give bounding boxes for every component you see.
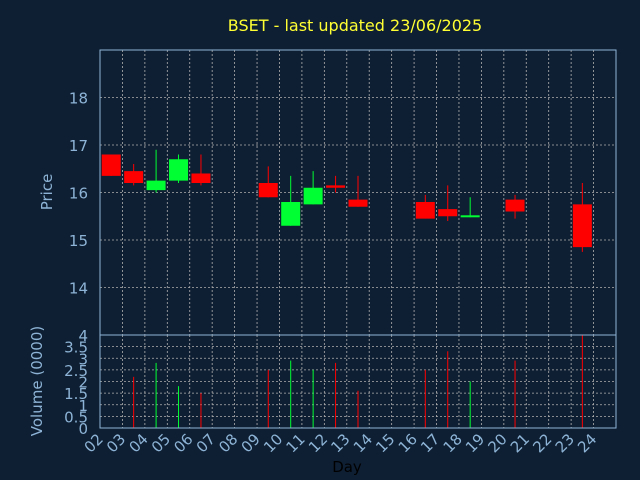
volume-tick-label: 2.5 xyxy=(64,362,88,380)
volume-panel: 00.511.522.533.54 Volume (0000) xyxy=(28,326,617,438)
candle-body xyxy=(505,199,525,212)
candle-10 xyxy=(281,175,301,226)
candle-11 xyxy=(303,171,323,205)
candle-body xyxy=(258,183,278,198)
candle-06 xyxy=(191,154,211,186)
candle-body xyxy=(303,187,323,205)
price-tick-label: 17 xyxy=(69,137,88,155)
x-tick-labels: 0203040506070809101112131415161718192021… xyxy=(81,430,601,456)
x-tick-label: 24 xyxy=(574,430,600,456)
candle-body xyxy=(348,199,368,207)
price-tick-label: 18 xyxy=(69,90,88,108)
candle-16 xyxy=(415,194,435,219)
volume-axis-label: Volume (0000) xyxy=(28,326,46,436)
candle-03 xyxy=(124,164,144,186)
candle-body xyxy=(438,209,458,217)
candle-body xyxy=(101,154,121,176)
volume-tick-label: 0.5 xyxy=(64,408,88,426)
candle-body xyxy=(169,159,189,181)
candle-body xyxy=(124,171,144,183)
volume-frame xyxy=(99,334,617,429)
candle-20 xyxy=(505,194,525,219)
volume-tick-label: 2 xyxy=(78,374,88,392)
volume-tick-label: 1 xyxy=(78,397,88,415)
candle-body xyxy=(146,180,166,191)
price-candles xyxy=(101,149,592,252)
candle-02 xyxy=(101,154,121,176)
price-panel: 14 15 16 17 18 Price xyxy=(38,49,617,336)
price-y-ticks: 14 15 16 17 18 xyxy=(69,90,88,298)
candle-17 xyxy=(438,185,458,221)
price-tick-label: 16 xyxy=(69,185,88,203)
volume-tick-label: 3.5 xyxy=(64,339,88,357)
volume-tick-label: 3 xyxy=(78,350,88,368)
volume-y-ticks: 00.511.522.533.54 xyxy=(64,327,88,438)
candle-body xyxy=(326,185,346,188)
volume-bars xyxy=(133,335,583,428)
volume-tick-label: 0 xyxy=(78,420,88,438)
candle-body xyxy=(191,173,211,183)
candle-18 xyxy=(460,197,480,218)
candle-23 xyxy=(572,183,592,252)
candle-body xyxy=(415,202,435,219)
candle-body xyxy=(460,215,480,218)
candle-05 xyxy=(169,154,189,183)
candle-12 xyxy=(326,175,346,193)
candle-09 xyxy=(258,166,278,198)
volume-tick-label: 4 xyxy=(78,327,88,345)
candle-body xyxy=(281,202,301,226)
price-tick-label: 14 xyxy=(69,280,88,298)
price-grid xyxy=(100,50,616,335)
chart-title: BSET - last updated 23/06/2025 xyxy=(228,16,482,35)
candle-04 xyxy=(146,149,166,193)
x-axis-label: Day xyxy=(332,458,362,476)
price-tick-label: 15 xyxy=(69,232,88,250)
candle-13 xyxy=(348,175,368,207)
volume-tick-label: 1.5 xyxy=(64,385,88,403)
candle-body xyxy=(572,204,592,248)
price-axis-label: Price xyxy=(38,174,56,211)
